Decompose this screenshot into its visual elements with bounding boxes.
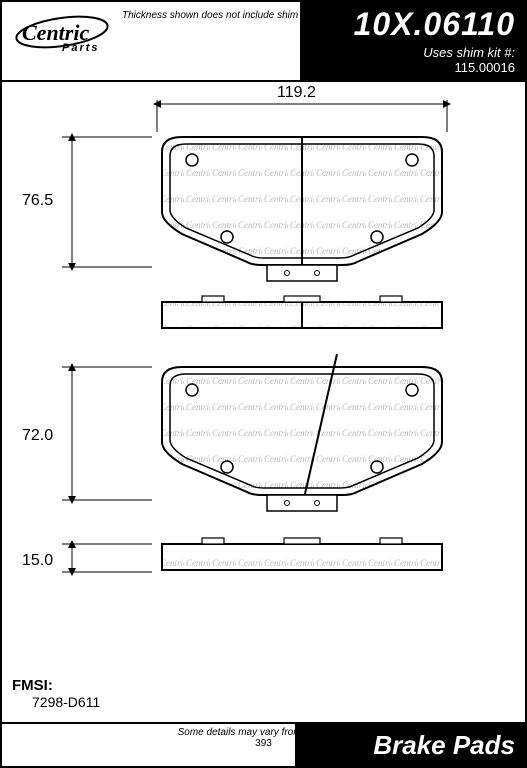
pad-a-edge-view	[162, 296, 442, 328]
category-label: Brake Pads	[373, 730, 515, 761]
pad-b-front-view	[162, 354, 442, 511]
fmsi-label: FMSI:	[12, 677, 100, 694]
page: Centric Parts Thickness shown does not i…	[0, 0, 527, 768]
brand-logo: Centric Parts	[12, 10, 112, 70]
drawing-area: 119.2 76.5 72.0 15.0 Centric	[2, 82, 525, 722]
technical-drawing: Centric	[2, 82, 527, 642]
pad-b-edge-view	[162, 538, 442, 570]
fmsi-value: 7298-D611	[32, 694, 100, 710]
fmsi-block: FMSI: 7298-D611	[12, 677, 100, 710]
thickness-note: Thickness shown does not include shim	[122, 10, 298, 21]
brand-sub: Parts	[62, 42, 100, 54]
part-number-box: 10X.06110 Uses shim kit #: 115.00016	[300, 2, 525, 80]
footer: Some details may vary from illustration …	[2, 722, 525, 766]
header: Centric Parts Thickness shown does not i…	[2, 2, 525, 82]
shim-kit-label: Uses shim kit #:	[310, 45, 515, 60]
part-number: 10X.06110	[310, 6, 515, 43]
shim-kit-number: 115.00016	[310, 60, 515, 75]
category-box: Brake Pads	[295, 724, 525, 766]
pad-a-front-view	[162, 137, 442, 281]
